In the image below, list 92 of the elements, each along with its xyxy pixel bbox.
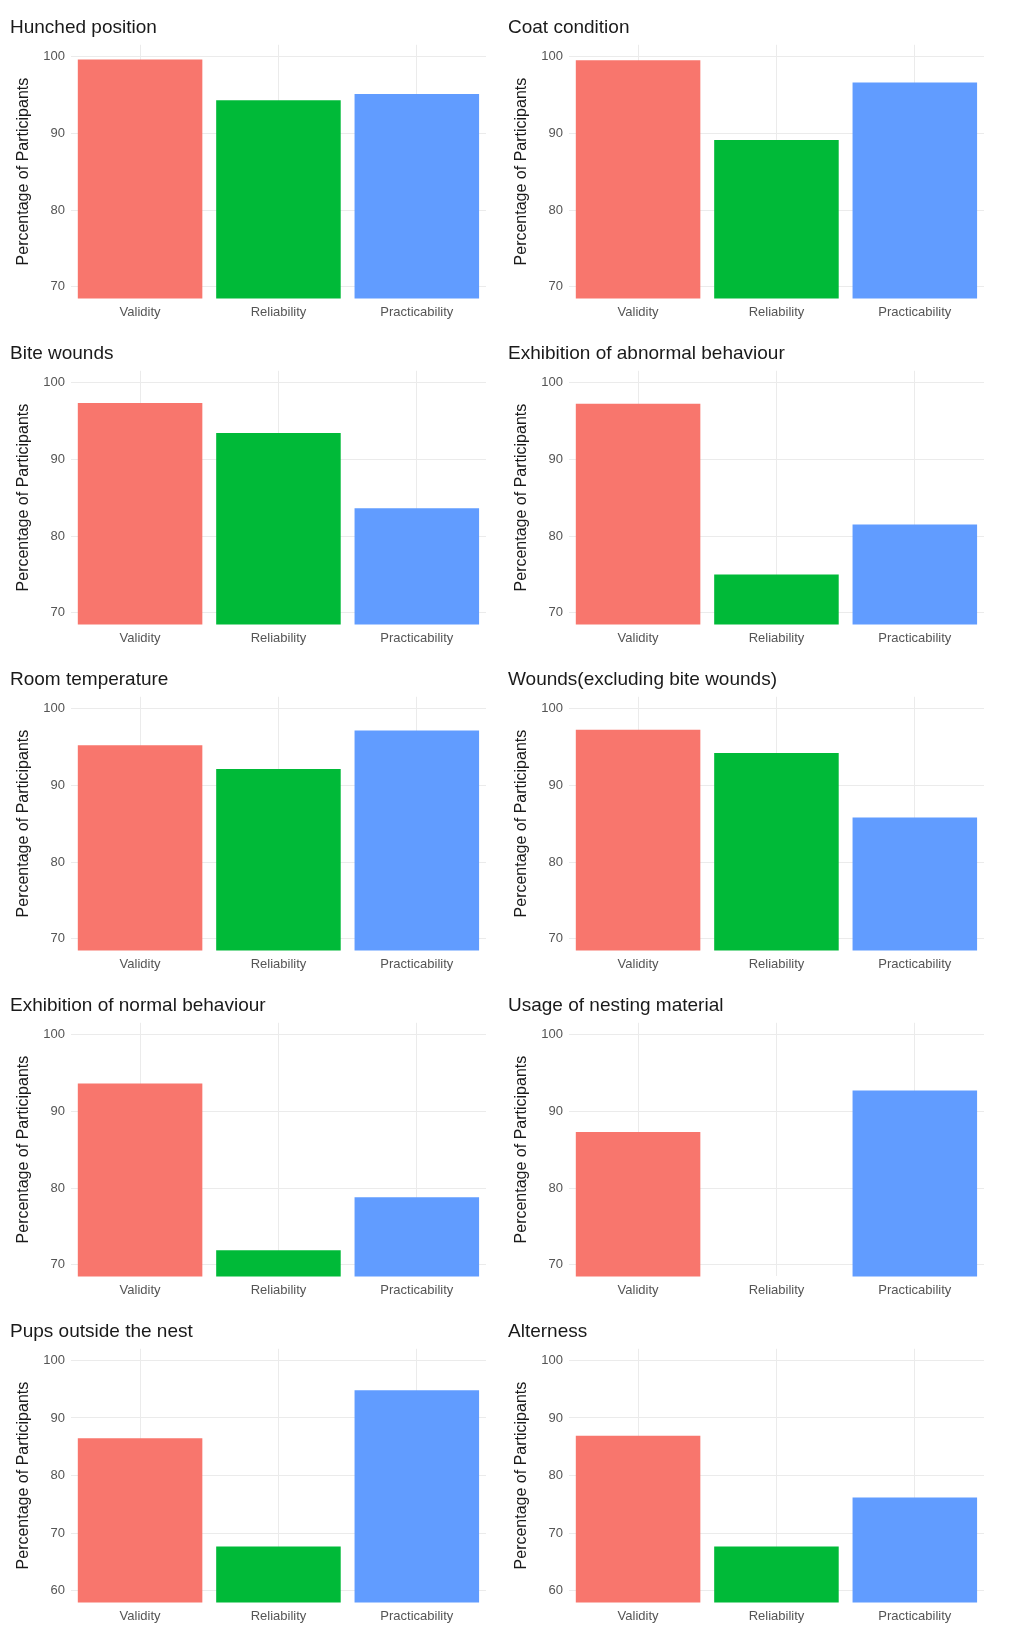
- y-tick-label: 70: [548, 278, 563, 294]
- y-tick-label: 100: [541, 373, 563, 389]
- y-tick-label: 90: [548, 124, 563, 140]
- x-tick-label: Validity: [617, 1281, 660, 1297]
- chart-title: Bite wounds: [10, 341, 114, 363]
- x-tick-label: Reliability: [748, 303, 805, 319]
- y-tick-label: 80: [50, 853, 65, 869]
- y-tick-label: 90: [50, 1409, 65, 1425]
- y-tick-label: 70: [548, 1524, 563, 1540]
- x-tick-label: Reliability: [748, 955, 805, 971]
- y-tick-label: 70: [50, 930, 65, 946]
- x-tick-label: Practicability: [380, 303, 454, 319]
- y-tick-label: 80: [50, 1179, 65, 1195]
- x-tick-label: Validity: [119, 1607, 162, 1623]
- y-tick-label: 70: [548, 1256, 563, 1272]
- chart-title: Exhibition of normal behaviour: [10, 993, 267, 1015]
- y-tick-label: 70: [548, 604, 563, 620]
- x-tick-label: Practicability: [380, 1281, 454, 1297]
- x-tick-label: Reliability: [250, 1281, 307, 1297]
- y-tick-label: 70: [50, 1524, 65, 1540]
- y-tick-label: 70: [548, 930, 563, 946]
- x-tick-label: Reliability: [250, 1607, 307, 1623]
- x-tick-label: Reliability: [748, 1281, 805, 1297]
- y-tick-label: 100: [541, 1025, 563, 1041]
- y-tick-label: 100: [43, 699, 65, 715]
- x-tick-label: Validity: [617, 629, 660, 645]
- y-tick-label: 90: [548, 776, 563, 792]
- y-tick-label: 90: [548, 450, 563, 466]
- x-tick-label: Validity: [119, 629, 162, 645]
- y-tick-label: 90: [50, 1102, 65, 1118]
- y-tick-label: 60: [50, 1582, 65, 1598]
- x-tick-label: Validity: [617, 303, 660, 319]
- y-tick-label: 80: [50, 201, 65, 217]
- x-tick-label: Practicability: [878, 1281, 952, 1297]
- y-tick-label: 90: [50, 124, 65, 140]
- x-tick-label: Practicability: [878, 303, 952, 319]
- chart-title: Pups outside the nest: [10, 1319, 194, 1341]
- chart-title: Usage of nesting material: [508, 993, 724, 1015]
- x-tick-label: Validity: [119, 955, 162, 971]
- y-tick-label: 100: [43, 373, 65, 389]
- y-tick-label: 100: [541, 1351, 563, 1367]
- y-tick-label: 80: [548, 1179, 563, 1195]
- y-tick-label: 80: [548, 527, 563, 543]
- y-tick-label: 70: [50, 278, 65, 294]
- y-tick-label: 100: [541, 47, 563, 63]
- chart-title: Coat condition: [508, 15, 630, 37]
- y-axis-title: Percentage of Participants: [14, 1381, 32, 1570]
- chart-title: Exhibition of abnormal behaviour: [508, 341, 786, 363]
- x-tick-label: Validity: [617, 955, 660, 971]
- x-tick-label: Practicability: [380, 1607, 454, 1623]
- y-tick-label: 60: [548, 1582, 563, 1598]
- x-tick-label: Reliability: [748, 629, 805, 645]
- y-tick-label: 80: [548, 1467, 563, 1483]
- x-tick-label: Reliability: [250, 303, 307, 319]
- y-tick-label: 80: [548, 201, 563, 217]
- x-tick-label: Practicability: [380, 629, 454, 645]
- y-tick-label: 80: [548, 853, 563, 869]
- y-tick-label: 80: [50, 527, 65, 543]
- x-tick-label: Practicability: [878, 629, 952, 645]
- x-tick-label: Practicability: [878, 955, 952, 971]
- y-tick-label: 90: [50, 450, 65, 466]
- y-tick-label: 70: [50, 604, 65, 620]
- x-tick-label: Validity: [119, 1281, 162, 1297]
- x-tick-label: Reliability: [748, 1607, 805, 1623]
- y-tick-label: 90: [50, 776, 65, 792]
- y-axis-title: Percentage of Participants: [14, 1055, 32, 1244]
- x-tick-label: Practicability: [878, 1607, 952, 1623]
- y-tick-label: 70: [50, 1256, 65, 1272]
- chart-title: Wounds(excluding bite wounds): [508, 667, 777, 689]
- y-tick-label: 90: [548, 1102, 563, 1118]
- chart-title: Room temperature: [10, 667, 169, 689]
- y-axis-title: Percentage of Participants: [512, 729, 530, 918]
- y-axis-title: Percentage of Participants: [512, 403, 530, 592]
- y-tick-label: 100: [43, 47, 65, 63]
- y-axis-title: Percentage of Participants: [512, 1055, 530, 1244]
- x-tick-label: Reliability: [250, 955, 307, 971]
- x-tick-label: Validity: [119, 303, 162, 319]
- chart-title: Hunched position: [10, 15, 157, 37]
- y-axis-title: Percentage of Participants: [14, 77, 32, 266]
- y-tick-label: 100: [541, 699, 563, 715]
- y-tick-label: 90: [548, 1409, 563, 1425]
- x-tick-label: Validity: [617, 1607, 660, 1623]
- y-tick-label: 100: [43, 1025, 65, 1041]
- x-tick-label: Practicability: [380, 955, 454, 971]
- y-axis-title: Percentage of Participants: [512, 1381, 530, 1570]
- chart-title: Alterness: [508, 1319, 588, 1341]
- y-tick-label: 100: [43, 1351, 65, 1367]
- x-tick-label: Reliability: [250, 629, 307, 645]
- y-axis-title: Percentage of Participants: [14, 729, 32, 918]
- y-axis-title: Percentage of Participants: [14, 403, 32, 592]
- y-axis-title: Percentage of Participants: [512, 77, 530, 266]
- y-tick-label: 80: [50, 1467, 65, 1483]
